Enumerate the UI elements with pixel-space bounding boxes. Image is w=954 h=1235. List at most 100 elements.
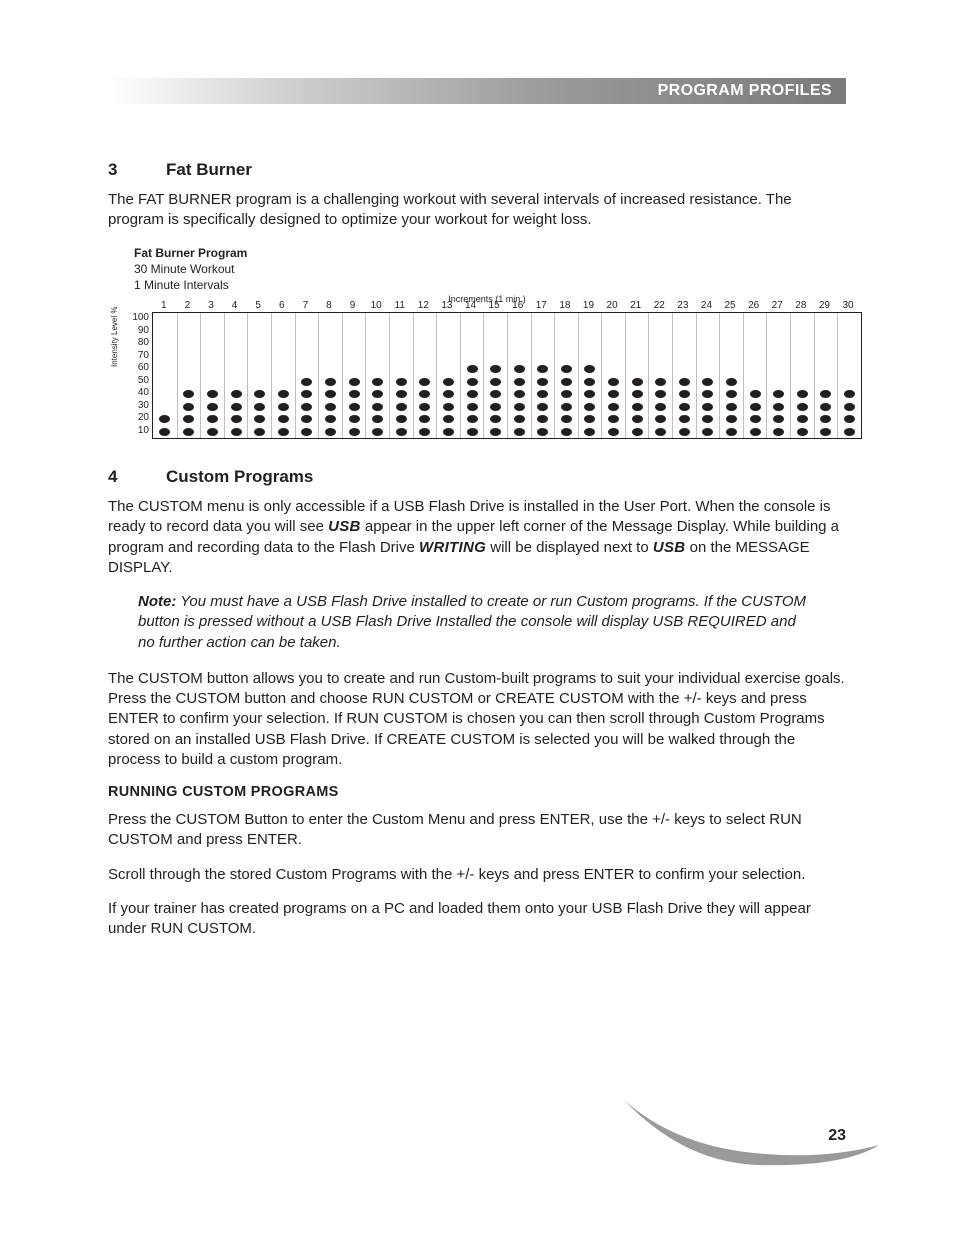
chart-cell xyxy=(413,351,437,364)
chart-y-tick: 100 xyxy=(128,312,152,325)
chart-cell xyxy=(365,388,389,401)
chart-cell xyxy=(413,388,437,401)
chart-sub1: 30 Minute Workout xyxy=(134,261,846,277)
chart-cell xyxy=(224,401,248,414)
chart-dot xyxy=(820,403,831,411)
chart-dot xyxy=(159,415,170,423)
fat-burner-chart: Fat Burner Program 30 Minute Workout 1 M… xyxy=(128,245,846,440)
chart-dot xyxy=(467,403,478,411)
chart-cell xyxy=(554,363,578,376)
chart-y-tick: 10 xyxy=(128,425,152,438)
chart-cell xyxy=(766,401,790,414)
chart-cell xyxy=(743,338,767,351)
chart-dot xyxy=(467,378,478,386)
chart-dot xyxy=(372,390,383,398)
chart-x-tick: 18 xyxy=(553,300,577,311)
chart-dot xyxy=(773,415,784,423)
chart-cell xyxy=(719,413,743,426)
chart-cell xyxy=(318,351,342,364)
chart-cell xyxy=(601,313,625,326)
chart-dot xyxy=(254,390,265,398)
chart-cell xyxy=(814,401,838,414)
chart-dot xyxy=(443,403,454,411)
chart-cell xyxy=(696,401,720,414)
chart-x-tick: 22 xyxy=(647,300,671,311)
chart-cell xyxy=(719,338,743,351)
chart-cell xyxy=(625,351,649,364)
chart-x-tick: 13 xyxy=(435,300,459,311)
chart-cell xyxy=(790,338,814,351)
chart-cell xyxy=(578,376,602,389)
chart-cell xyxy=(743,351,767,364)
chart-cell xyxy=(177,313,201,326)
chart-x-tick: 29 xyxy=(813,300,837,311)
chart-dot xyxy=(561,390,572,398)
note-block: Note: You must have a USB Flash Drive in… xyxy=(108,592,846,653)
chart-cell xyxy=(342,338,366,351)
chart-x-tick: 5 xyxy=(246,300,270,311)
chart-cell xyxy=(483,426,507,439)
chart-cell xyxy=(837,376,861,389)
chart-cell xyxy=(271,363,295,376)
chart-cell xyxy=(554,401,578,414)
chart-cell xyxy=(531,351,555,364)
chart-cell xyxy=(460,351,484,364)
chart-dot xyxy=(726,378,737,386)
chart-dot xyxy=(655,390,666,398)
chart-cell xyxy=(672,313,696,326)
chart-cell xyxy=(389,426,413,439)
chart-cell xyxy=(153,413,177,426)
chart-cell xyxy=(389,376,413,389)
chart-dot xyxy=(467,415,478,423)
chart-cell xyxy=(271,326,295,339)
chart-cell xyxy=(766,426,790,439)
chart-cell xyxy=(483,388,507,401)
chart-cell xyxy=(483,413,507,426)
chart-cell xyxy=(554,326,578,339)
chart-cell xyxy=(295,376,319,389)
chart-dot xyxy=(608,415,619,423)
chart-y-tick: 70 xyxy=(128,350,152,363)
chart-cell xyxy=(601,388,625,401)
chart-dot xyxy=(443,390,454,398)
chart-cell xyxy=(318,426,342,439)
chart-cell xyxy=(483,401,507,414)
chart-dot xyxy=(584,428,595,436)
chart-cell xyxy=(342,401,366,414)
chart-dot xyxy=(679,378,690,386)
chart-cell xyxy=(342,363,366,376)
chart-cell xyxy=(696,313,720,326)
chart-cell xyxy=(837,351,861,364)
chart-cell xyxy=(436,363,460,376)
chart-cell xyxy=(507,401,531,414)
chart-cell xyxy=(247,401,271,414)
chart-cell xyxy=(648,388,672,401)
section-4-title: Custom Programs xyxy=(166,467,313,487)
chart-cell xyxy=(837,338,861,351)
chart-dot xyxy=(632,390,643,398)
chart-dot xyxy=(537,428,548,436)
chart-cell xyxy=(389,351,413,364)
chart-cell xyxy=(531,338,555,351)
chart-dot xyxy=(655,415,666,423)
chart-dot xyxy=(584,415,595,423)
chart-y-tick: 40 xyxy=(128,387,152,400)
chart-dot xyxy=(726,390,737,398)
chart-cell xyxy=(224,376,248,389)
chart-dot xyxy=(372,415,383,423)
chart-cell xyxy=(625,413,649,426)
chart-cell xyxy=(625,376,649,389)
chart-cell xyxy=(531,413,555,426)
chart-cell xyxy=(814,338,838,351)
chart-x-tick: 9 xyxy=(341,300,365,311)
chart-dot xyxy=(514,428,525,436)
chart-cell xyxy=(507,413,531,426)
section-3-num: 3 xyxy=(108,160,166,180)
chart-cell xyxy=(436,376,460,389)
chart-dot xyxy=(608,428,619,436)
chart-cell xyxy=(342,313,366,326)
chart-dot xyxy=(349,428,360,436)
chart-cell xyxy=(696,326,720,339)
chart-dot xyxy=(750,390,761,398)
chart-x-tick: 3 xyxy=(199,300,223,311)
